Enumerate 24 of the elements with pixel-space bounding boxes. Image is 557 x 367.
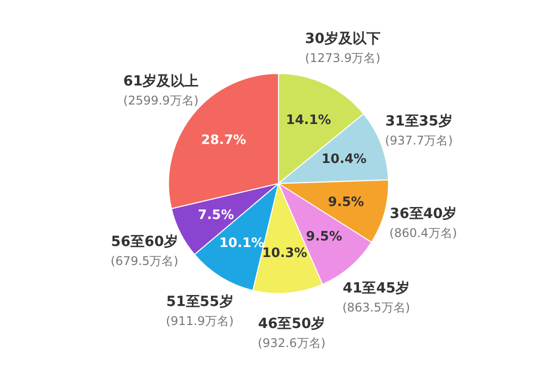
data-label: 9.5% [328,194,364,210]
slice-label: 56至60岁 [111,234,178,250]
slice-label: 46至50岁 [258,316,326,332]
slice-label: 30岁及以下 [304,30,380,47]
data-label: 10.1% [219,236,264,252]
data-label: 9.5% [306,230,342,245]
text: (932.6万名) [258,336,326,350]
data-label: 7.5% [198,208,234,223]
data-label: 10.3% [262,246,308,262]
text: (937.7万名) [385,134,453,148]
slice-label: 61岁及以上 [123,73,199,90]
data-label: 14.1% [286,113,332,128]
text: (679.5万名) [110,254,178,268]
slice-label: 51至55岁 [166,294,234,310]
data-label: 28.7% [201,133,246,148]
slice-label: 36至40岁 [390,206,457,222]
text: (2599.9万名) [123,93,199,108]
text: (863.5万名) [342,300,410,314]
slice-label: 41至45岁 [342,280,410,296]
slice-label: 31至35岁 [385,114,452,130]
data-label: 10.4% [321,152,367,167]
text: (911.9万名) [166,314,234,328]
text: (860.4万名) [389,226,458,240]
text: (1273.9万名) [305,50,380,65]
